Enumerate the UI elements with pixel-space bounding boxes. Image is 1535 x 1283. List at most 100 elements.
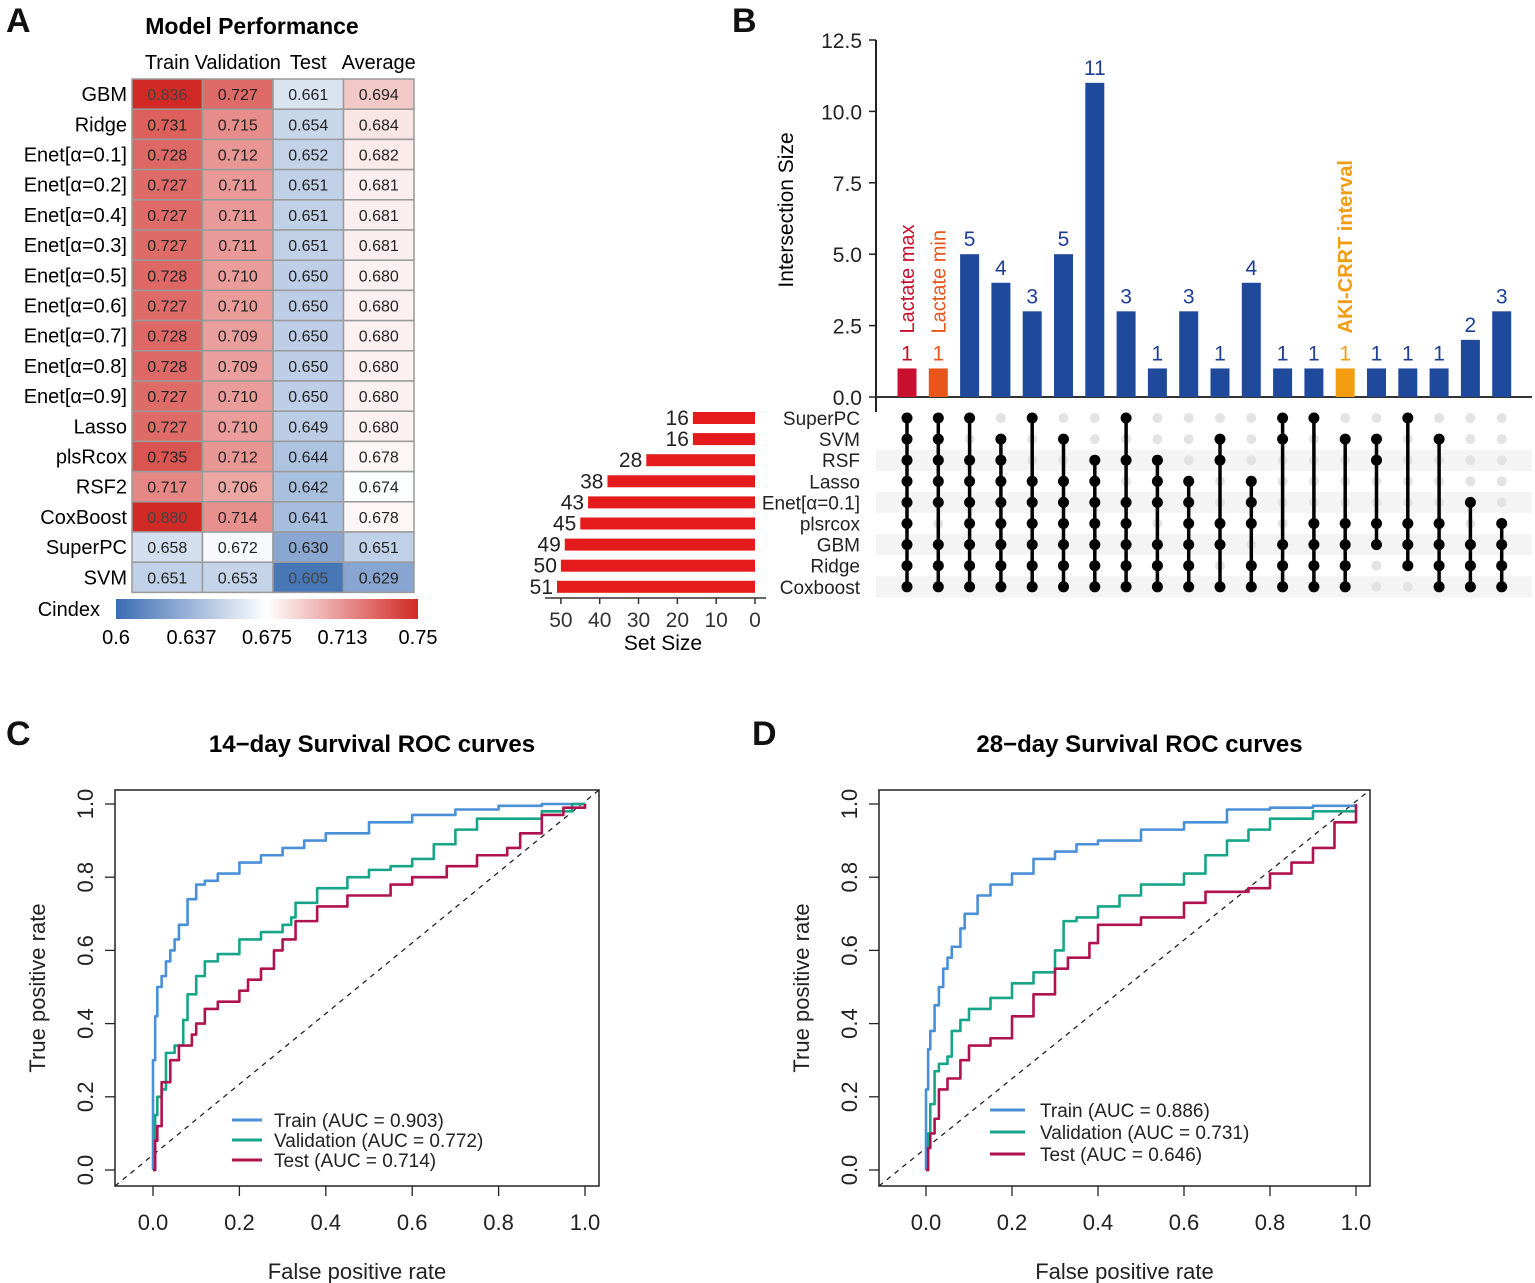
- matrix-column: [1277, 412, 1289, 593]
- cell-value: 0.709: [218, 359, 258, 376]
- heatmap-cell: 0.681: [342, 168, 415, 201]
- column-header: Validation: [195, 52, 281, 74]
- intersection-bar: 3: [1492, 285, 1512, 397]
- cell-fill: [131, 410, 204, 443]
- column-header: Train: [145, 52, 190, 74]
- matrix-dot-empty: [1496, 434, 1507, 445]
- cell-fill: [201, 78, 274, 110]
- heatmap-cell: 0.836: [131, 78, 204, 110]
- chart-title: 28−day Survival ROC curves: [976, 731, 1302, 758]
- cell-value: 0.680: [359, 389, 399, 406]
- set-size-value: 43: [561, 491, 584, 514]
- roc-line-train: [924, 804, 1358, 1170]
- matrix-dot-filled: [1120, 560, 1132, 572]
- matrix-dot-filled: [901, 475, 913, 487]
- heatmap-cell: 0.727: [131, 199, 204, 231]
- heatmap-cell: 0.678: [342, 440, 415, 473]
- y-tick-label: 0.4: [837, 1008, 862, 1039]
- matrix-dot-empty: [995, 413, 1006, 423]
- matrix-dot-filled: [995, 560, 1007, 572]
- matrix-dot-filled: [1245, 560, 1257, 572]
- matrix-dot-filled: [1308, 539, 1320, 551]
- heatmap-cell: 0.641: [272, 501, 345, 533]
- matrix-dot-empty: [1402, 434, 1413, 445]
- matrix-dot-empty: [1465, 476, 1476, 487]
- matrix-dot-empty: [1340, 497, 1351, 508]
- matrix-dot-empty: [1402, 455, 1413, 466]
- cell-value: 0.727: [147, 238, 187, 255]
- cell-value: 0.642: [288, 480, 328, 497]
- cell-fill: [272, 168, 345, 201]
- intersection-bar: 1: [1273, 342, 1293, 397]
- matrix-dot-empty: [1434, 476, 1445, 487]
- cell-value: 0.672: [218, 540, 258, 557]
- matrix-dot-empty: [1308, 497, 1319, 508]
- matrix-dot-filled: [1464, 581, 1476, 593]
- matrix-dot-filled: [1277, 433, 1289, 445]
- matrix-dot-filled: [1183, 475, 1195, 487]
- bar: [692, 412, 755, 424]
- cell-fill: [342, 410, 415, 443]
- set-size-bar: 45: [553, 513, 755, 536]
- cell-fill: [201, 259, 274, 292]
- upset-ylabel: Intersection Size: [775, 132, 798, 287]
- bar: [1085, 82, 1105, 397]
- y-tick-label: 0.0: [837, 1155, 862, 1186]
- heatmap-cell: 0.880: [131, 501, 204, 533]
- matrix-dot-filled: [1245, 581, 1257, 593]
- bar: [1116, 311, 1136, 397]
- set-size-tick-label: 50: [549, 609, 572, 632]
- row-label: GBM: [81, 84, 127, 106]
- legend-entry: Train (AUC = 0.886): [1040, 1101, 1210, 1122]
- bar: [928, 368, 948, 397]
- matrix-dot-filled: [995, 581, 1007, 593]
- matrix-dot-empty: [1215, 413, 1225, 423]
- bar-value-label: 1: [1402, 342, 1414, 365]
- matrix-dot-empty: [1465, 434, 1476, 445]
- matrix-dot-empty: [1027, 455, 1038, 466]
- heatmap-cell: 0.706: [201, 470, 274, 503]
- matrix-dot-filled: [901, 454, 913, 466]
- row-label: Ridge: [75, 114, 127, 136]
- set-size-bar: 43: [561, 491, 755, 514]
- set-size-tick-label: 10: [704, 609, 727, 632]
- matrix-row-stripe: [876, 449, 1532, 471]
- cell-fill: [201, 470, 274, 503]
- heatmap-cell: 0.680: [342, 410, 415, 443]
- cell-value: 0.605: [288, 570, 328, 587]
- heatmap-cell: 0.712: [201, 138, 274, 171]
- cell-fill: [272, 229, 345, 261]
- cell-value: 0.727: [147, 178, 187, 195]
- cell-value: 0.630: [288, 540, 328, 557]
- matrix-dot-empty: [1277, 455, 1288, 466]
- matrix-dot-empty: [1027, 434, 1038, 445]
- row-label: Enet[α=0.2]: [24, 175, 127, 197]
- cell-value: 0.680: [359, 329, 399, 346]
- bar: [1335, 368, 1355, 397]
- matrix-dot-filled: [901, 560, 913, 572]
- matrix-dot-filled: [1496, 560, 1508, 572]
- heatmap-cell: 0.731: [131, 108, 204, 141]
- matrix-row-stripe: [876, 576, 1532, 598]
- set-label: Lasso: [809, 472, 860, 493]
- matrix-dot-filled: [901, 581, 913, 593]
- matrix-column: [1339, 413, 1351, 593]
- matrix-dot-filled: [1183, 560, 1195, 572]
- matrix-dot-filled: [1026, 412, 1038, 424]
- matrix-dot-filled: [1026, 475, 1038, 487]
- set-size-value: 16: [666, 428, 689, 451]
- matrix-dot-filled: [901, 433, 913, 445]
- legend-entry: Test (AUC = 0.646): [1040, 1145, 1202, 1166]
- bar-value-label: 4: [995, 257, 1007, 280]
- row-label: Lasso: [74, 416, 127, 438]
- x-axis-label: False positive rate: [1035, 1259, 1214, 1283]
- intersection-bar: 3: [1116, 285, 1136, 397]
- heatmap-cell: 0.727: [131, 380, 204, 412]
- diagonal-reference-line: [114, 789, 600, 1187]
- set-size-value: 45: [553, 513, 576, 536]
- matrix-dot-filled: [1214, 433, 1226, 445]
- matrix-row-stripe: [876, 534, 1532, 556]
- roc-line-validation: [926, 804, 1358, 1172]
- matrix-dot-filled: [1214, 581, 1226, 593]
- cell-fill: [342, 199, 415, 231]
